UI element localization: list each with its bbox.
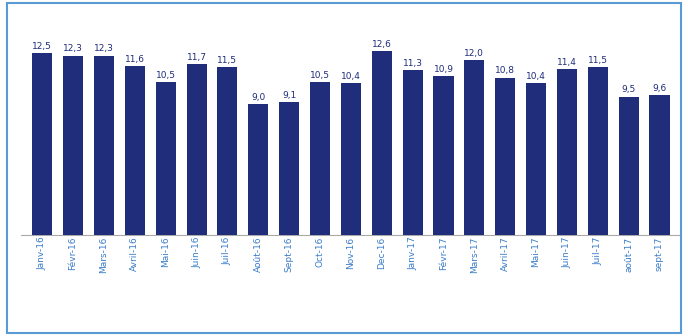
- Text: 9,0: 9,0: [251, 93, 266, 101]
- Text: 9,6: 9,6: [652, 84, 667, 93]
- Text: 9,1: 9,1: [282, 91, 297, 100]
- Text: 12,0: 12,0: [464, 49, 484, 58]
- Text: 10,5: 10,5: [310, 71, 330, 80]
- Bar: [372, 51, 391, 235]
- Bar: [125, 66, 145, 235]
- Bar: [433, 76, 453, 235]
- Text: 12,3: 12,3: [94, 44, 114, 53]
- Bar: [526, 83, 546, 235]
- Text: 11,7: 11,7: [186, 53, 206, 62]
- Bar: [464, 60, 484, 235]
- Text: 11,5: 11,5: [217, 56, 237, 65]
- Text: 11,5: 11,5: [588, 56, 608, 65]
- Bar: [186, 65, 206, 235]
- Bar: [248, 104, 268, 235]
- Text: 11,4: 11,4: [557, 57, 577, 67]
- Bar: [217, 67, 237, 235]
- Text: 12,3: 12,3: [63, 44, 83, 53]
- Bar: [32, 53, 52, 235]
- Bar: [495, 78, 515, 235]
- Text: 10,8: 10,8: [495, 66, 515, 75]
- Bar: [310, 82, 330, 235]
- Bar: [402, 70, 422, 235]
- Text: 10,4: 10,4: [341, 72, 361, 81]
- Text: 12,5: 12,5: [32, 42, 52, 50]
- Bar: [94, 56, 114, 235]
- Bar: [63, 56, 83, 235]
- Text: 11,3: 11,3: [402, 59, 422, 68]
- Bar: [279, 102, 299, 235]
- Bar: [649, 95, 669, 235]
- Text: 11,6: 11,6: [125, 55, 145, 64]
- Bar: [588, 67, 608, 235]
- Text: 12,6: 12,6: [372, 40, 391, 49]
- Bar: [155, 82, 175, 235]
- Text: 9,5: 9,5: [621, 85, 636, 94]
- Text: 10,5: 10,5: [155, 71, 175, 80]
- Bar: [619, 96, 638, 235]
- Bar: [557, 69, 577, 235]
- Text: 10,4: 10,4: [526, 72, 546, 81]
- Text: 10,9: 10,9: [433, 65, 453, 74]
- Bar: [341, 83, 361, 235]
